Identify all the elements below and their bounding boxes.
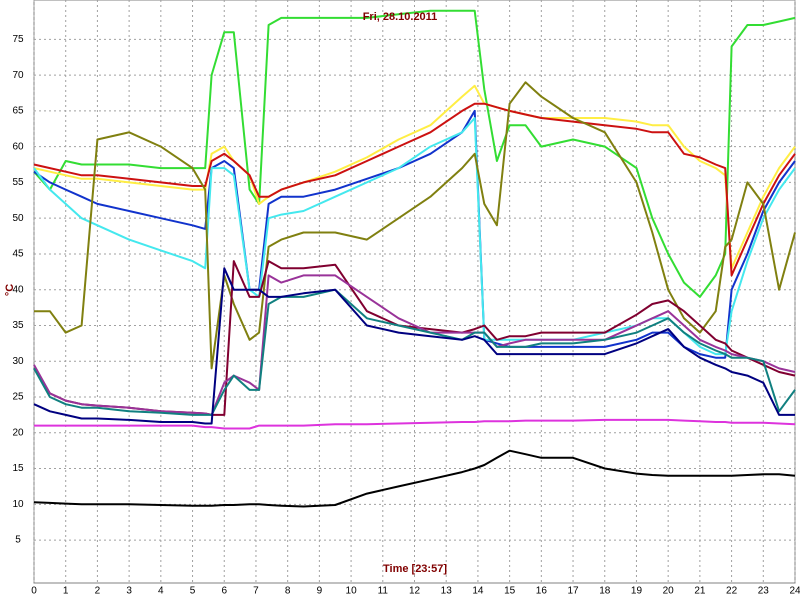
y-tick-label: 20: [12, 427, 24, 438]
y-axis-label: °C: [4, 284, 16, 296]
y-tick-label: 45: [12, 249, 24, 260]
series-line: [33, 274, 796, 416]
lines: [33, 9, 796, 508]
series-line: [33, 288, 796, 416]
y-tick-label: 30: [12, 356, 24, 367]
x-tick-label: 7: [253, 586, 259, 597]
x-tick-label: 1: [63, 586, 69, 597]
series-line: [33, 117, 796, 356]
x-tick-label: 4: [158, 586, 164, 597]
x-tick-label: 8: [285, 586, 291, 597]
x-tick-label: 19: [631, 586, 643, 597]
series-line: [33, 109, 796, 359]
y-tick-label: 15: [12, 463, 24, 474]
series-line: [33, 84, 796, 270]
x-tick-label: 20: [663, 586, 675, 597]
x-tick-label: 6: [221, 586, 227, 597]
series-line: [33, 267, 795, 425]
x-tick-label: 16: [536, 586, 548, 597]
x-tick-label: 0: [31, 586, 37, 597]
x-axis-label: Time [23:57]: [383, 563, 447, 575]
x-tick-label: 13: [441, 586, 453, 597]
x-tick-label: 11: [378, 586, 389, 597]
x-tick-label: 14: [472, 586, 484, 597]
x-tick-label: 2: [95, 586, 101, 597]
series-line: [33, 449, 796, 508]
x-tick-label: 18: [599, 586, 611, 597]
y-tick-label: 40: [12, 284, 24, 295]
y-tick-label: 25: [12, 392, 24, 403]
y-tick-label: 35: [12, 320, 24, 331]
x-tick-label: 15: [504, 586, 516, 597]
x-tick-label: 5: [190, 586, 196, 597]
series-line: [33, 102, 796, 277]
y-tick-label: 65: [12, 106, 24, 117]
x-tick-label: 23: [758, 586, 770, 597]
x-tick-label: 24: [789, 586, 800, 597]
series-line: [33, 9, 796, 298]
y-tick-label: 55: [12, 177, 24, 188]
x-tick-label: 17: [567, 586, 579, 597]
x-tick-label: 9: [317, 586, 323, 597]
y-tick-label: 5: [15, 535, 21, 546]
x-tick-label: 3: [126, 586, 132, 597]
x-tick-label: 10: [346, 586, 358, 597]
series-line: [34, 418, 796, 430]
x-tick-label: 12: [409, 586, 421, 597]
chart-title: Fri, 28.10.2011: [363, 11, 438, 23]
y-tick-label: 50: [12, 213, 24, 224]
y-tick-label: 60: [12, 141, 24, 152]
y-tick-label: 70: [12, 70, 24, 81]
x-tick-label: 21: [694, 586, 706, 597]
y-tick-label: 75: [12, 34, 24, 45]
y-tick-label: 10: [12, 499, 24, 510]
x-tick-label: 22: [726, 586, 738, 597]
